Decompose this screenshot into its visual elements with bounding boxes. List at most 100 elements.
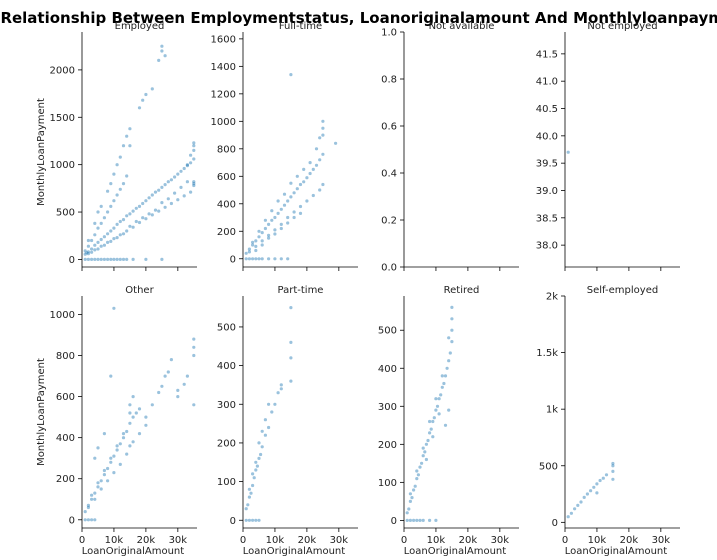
data-point bbox=[166, 197, 170, 201]
data-point bbox=[83, 518, 87, 522]
y-tick-label: 0.8 bbox=[381, 75, 397, 86]
data-point bbox=[298, 182, 303, 187]
data-point bbox=[308, 161, 312, 165]
data-point bbox=[423, 450, 427, 454]
data-point bbox=[115, 222, 119, 226]
data-point bbox=[289, 340, 293, 344]
data-point bbox=[86, 238, 90, 243]
data-point bbox=[192, 337, 196, 341]
data-point bbox=[311, 167, 315, 171]
data-point bbox=[96, 446, 100, 450]
y-tick-label: 200 bbox=[217, 438, 236, 449]
x-tick-label: 30k bbox=[491, 535, 510, 546]
data-point bbox=[157, 390, 161, 395]
data-point bbox=[244, 507, 248, 511]
y-tick-label: 400 bbox=[56, 433, 75, 444]
data-point bbox=[166, 370, 170, 374]
y-tick-label: 1.5k bbox=[536, 348, 558, 359]
data-point bbox=[112, 199, 116, 203]
data-point bbox=[321, 182, 325, 187]
y-tick-label: 0 bbox=[69, 515, 75, 526]
data-point bbox=[267, 425, 271, 430]
data-point bbox=[255, 464, 259, 468]
data-point bbox=[247, 250, 251, 254]
y-tick-label: 200 bbox=[56, 474, 75, 485]
data-point bbox=[589, 489, 593, 493]
y-tick-label: 200 bbox=[217, 227, 236, 238]
data-point bbox=[176, 395, 180, 399]
data-point bbox=[185, 164, 189, 168]
data-point bbox=[416, 473, 420, 477]
data-point bbox=[318, 158, 322, 162]
x-tick-label: 10k bbox=[266, 535, 285, 546]
data-point bbox=[192, 183, 196, 188]
data-point bbox=[434, 408, 438, 412]
panel-other: Other 0 200 400 600 800 1000 0 10k 20k 30k bbox=[50, 285, 197, 546]
data-point bbox=[160, 44, 164, 48]
data-point bbox=[289, 181, 293, 185]
data-point bbox=[115, 236, 119, 240]
data-point bbox=[93, 518, 97, 522]
data-point bbox=[96, 240, 100, 244]
data-point bbox=[112, 237, 116, 241]
data-point bbox=[321, 133, 325, 137]
data-point bbox=[424, 442, 428, 446]
data-point bbox=[421, 446, 425, 450]
panel-title: Employed bbox=[115, 21, 165, 32]
data-point bbox=[86, 518, 90, 522]
data-point bbox=[192, 148, 196, 152]
x-tick-label: 10k bbox=[427, 535, 446, 546]
data-point bbox=[447, 408, 451, 412]
data-point bbox=[445, 366, 449, 370]
data-point bbox=[611, 477, 615, 481]
data-point bbox=[93, 456, 97, 460]
chart-title: The Relationship Between Employmentstatu… bbox=[0, 9, 717, 27]
data-point bbox=[276, 199, 280, 203]
data-point bbox=[157, 209, 161, 213]
data-point bbox=[134, 411, 138, 415]
data-point bbox=[109, 229, 113, 233]
y-tick-label: 400 bbox=[378, 364, 397, 375]
data-point bbox=[109, 257, 113, 261]
data-point bbox=[121, 182, 126, 186]
data-point bbox=[112, 257, 116, 261]
data-point bbox=[254, 468, 258, 472]
data-point bbox=[257, 441, 261, 445]
data-point bbox=[128, 212, 132, 216]
data-point bbox=[182, 382, 186, 386]
data-point bbox=[121, 432, 126, 436]
data-point bbox=[83, 510, 87, 514]
data-point bbox=[321, 152, 325, 156]
data-point bbox=[408, 499, 412, 503]
data-point bbox=[96, 481, 100, 485]
data-point bbox=[247, 257, 251, 261]
data-point bbox=[118, 257, 122, 261]
data-point bbox=[131, 225, 135, 229]
y-tick-label: 500 bbox=[539, 461, 558, 472]
data-point bbox=[440, 374, 444, 378]
data-point bbox=[141, 216, 145, 220]
data-point bbox=[321, 126, 325, 130]
data-point bbox=[128, 411, 132, 415]
y-tick-label: 40.5 bbox=[536, 104, 558, 115]
data-point bbox=[185, 180, 189, 184]
data-point bbox=[109, 182, 113, 186]
x-tick-label: 20k bbox=[137, 535, 156, 546]
data-point bbox=[182, 166, 186, 171]
data-point bbox=[426, 438, 430, 443]
data-point bbox=[418, 465, 422, 469]
data-point bbox=[270, 410, 274, 414]
data-point bbox=[115, 448, 119, 452]
y-tick-label: 1000 bbox=[211, 117, 236, 128]
data-point bbox=[257, 456, 261, 460]
data-point bbox=[267, 402, 271, 406]
data-point bbox=[443, 374, 448, 378]
data-point bbox=[176, 388, 180, 392]
y-tick-label: 500 bbox=[217, 322, 236, 333]
data-point bbox=[314, 147, 319, 151]
y-tick-label: 0.6 bbox=[381, 122, 397, 133]
data-point bbox=[179, 169, 183, 173]
data-point bbox=[273, 228, 277, 232]
y-tick-label: 0 bbox=[69, 255, 75, 266]
data-point bbox=[450, 317, 454, 321]
